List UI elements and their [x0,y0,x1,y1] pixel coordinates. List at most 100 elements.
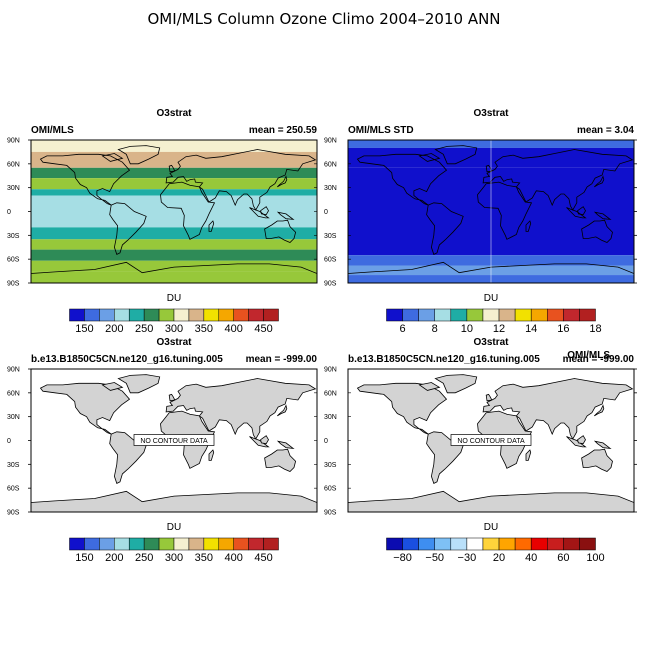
colorbar-label: 400 [225,323,243,335]
continent-borneo [577,206,586,216]
lat-tick-label: 90N [7,138,20,145]
lat-tick-label: 30N [324,414,337,421]
continent-britain [168,164,176,173]
continent-australia [581,219,613,243]
map-area [31,369,317,512]
continent-antarctica [31,261,317,283]
contour-band [31,227,317,240]
colorbar-swatch [563,308,580,322]
colorbar-swatch [263,308,279,322]
lat-tick-label: 60N [324,390,337,397]
colorbar-swatch [84,537,100,551]
colorbar-swatch [173,308,190,322]
contour-band [31,167,317,179]
lat-tick-label: 60S [7,486,20,493]
colorbar-swatch [530,537,548,551]
panel-title: O3strat [156,337,192,348]
colorbar-swatch [158,308,175,322]
continent-japan [594,175,605,188]
continent-africa [160,181,216,240]
colorbar-label: 12 [493,323,505,335]
continent-madagascar [525,220,532,232]
continent-new-guinea [276,440,295,449]
colorbar-swatch [530,308,548,322]
colorbar-units: DU [167,522,181,533]
continent-antarctica [348,490,634,512]
continent-eurasia [482,149,634,211]
colorbar-label: 300 [165,552,183,564]
contour-band [31,239,317,250]
colorbar-units: DU [484,293,498,304]
continent-south-america [426,202,464,255]
contour-band [31,195,317,228]
continent-greenland [117,145,161,165]
colorbar-swatch [99,308,115,322]
continent-borneo [260,206,269,216]
colorbar-label: 400 [225,552,243,564]
map-panel-3: O3strat b.e13.B1850C5CN.ne120_g16.tuning.… [7,337,318,564]
left-label: OMI/MLS STD [348,125,414,136]
lat-tick-label: 0 [324,438,328,445]
continent-australia [264,219,297,243]
continent-indonesia [566,436,587,448]
continent-africa [477,181,533,240]
map-panel-1: O3strat OMI/MLS mean = 250.59 90N 60N 30N 0 30S… [7,108,318,335]
mean-label: mean = -999.00 [563,354,635,365]
continent-australia [264,448,297,472]
colorbar-swatch [514,308,532,322]
lat-tick-label: 90N [324,367,337,374]
colorbar-label: 250 [135,552,153,564]
colorbar-swatch [514,537,532,551]
contour-band [31,260,317,272]
colorbar-swatch [466,537,484,551]
colorbar-label: 350 [195,552,213,564]
colorbar-swatch [233,537,249,551]
no-data-text: NO CONTOUR DATA [457,438,525,445]
colorbar-label: 200 [105,552,123,564]
continent-britain [485,393,493,402]
colorbar-swatch [263,537,279,551]
colorbar-label: 16 [557,323,569,335]
colorbar-swatch [218,308,234,322]
colorbar-swatch [143,537,160,551]
continent-eurasia [165,378,317,440]
continent-indonesia [249,207,270,219]
colorbar-label: 150 [75,323,93,335]
colorbar-swatch [579,537,596,551]
continent-australia [581,448,613,472]
continent-greenland [434,145,478,165]
colorbar-label: 150 [75,552,93,564]
colorbar-swatch [69,308,85,322]
continent-antarctica [348,261,634,283]
colorbar-swatch [158,537,175,551]
colorbar-label: 20 [493,552,505,564]
colorbar-label: 60 [557,552,569,564]
colorbar-label: 40 [525,552,537,564]
left-label: OMI/MLS [31,125,74,136]
mean-label: mean = -999.00 [246,354,318,365]
contour-band [31,189,317,196]
lat-tick-label: 60S [7,257,20,264]
colorbar-swatch [466,308,484,322]
colorbar-label: 8 [432,323,438,335]
mean-label: mean = 250.59 [249,125,318,136]
continent-borneo [577,435,586,445]
colorbar-label: 200 [105,323,123,335]
lat-tick-label: 60N [7,161,20,168]
colorbar-label: −30 [458,552,477,564]
overlay-label: OMI/MLS [567,350,610,361]
colorbar-swatch [128,308,145,322]
lat-tick-label: 0 [324,209,328,216]
colorbar-swatch [498,308,516,322]
contour-band [31,140,317,152]
continent-eurasia [482,378,634,440]
map-area [348,140,634,283]
continent-greenland [434,374,478,394]
colorbar-swatch [450,308,468,322]
lat-tick-label: 30S [7,233,20,240]
colorbar-swatch [547,308,564,322]
colorbar-swatch [450,537,468,551]
colorbar-label: 300 [165,323,183,335]
colorbar-label: 10 [461,323,473,335]
